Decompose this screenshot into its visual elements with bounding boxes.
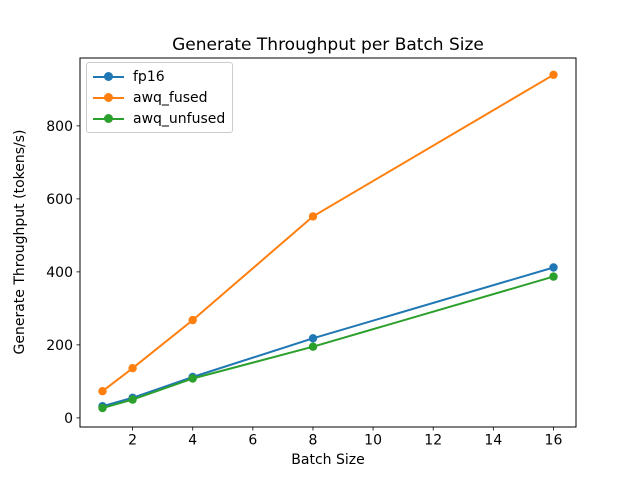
legend-item-awq-unfused: awq_unfused: [93, 108, 226, 129]
legend-item-fp16: fp16: [93, 66, 226, 87]
y-axis-label: Generate Throughput (tokens/s): [12, 129, 28, 355]
legend-item-awq-fused: awq_fused: [93, 87, 226, 108]
x-tick-label: 8: [309, 433, 318, 449]
legend-line-marker-icon: [93, 71, 124, 82]
chart-title: Generate Throughput per Batch Size: [172, 35, 484, 55]
data-point-awq_unfused: [128, 395, 137, 404]
series-line-awq_unfused: [102, 275, 554, 409]
legend: fp16 awq_fused awq_unfused: [86, 62, 233, 133]
legend-line-marker-icon: [93, 113, 124, 124]
data-point-awq_fused: [188, 315, 197, 325]
data-point-awq_unfused: [98, 403, 107, 413]
data-point-awq_fused: [128, 364, 137, 373]
x-tick-label: 2: [128, 433, 137, 449]
data-point-fp16: [308, 334, 318, 343]
axes-frame: [79, 57, 577, 428]
x-tick-label: 4: [188, 433, 197, 449]
data-point-awq_unfused: [308, 342, 318, 351]
y-tick-label: 800: [46, 119, 73, 135]
x-tick-label: 6: [248, 433, 257, 449]
data-point-awq_unfused: [549, 272, 558, 281]
y-tick-label: 400: [46, 265, 73, 281]
y-tick-label: 600: [46, 192, 73, 208]
x-tick-label: 12: [424, 433, 442, 449]
legend-label: awq_unfused: [133, 110, 226, 127]
legend-label: awq_fused: [133, 89, 208, 106]
legend-line-marker-icon: [93, 92, 124, 103]
data-point-awq_fused: [549, 70, 558, 80]
data-point-awq_unfused: [188, 374, 197, 383]
legend-label: fp16: [133, 68, 165, 85]
x-tick-label: 16: [545, 433, 563, 449]
data-point-fp16: [549, 263, 558, 272]
x-tick-label: 10: [364, 433, 382, 449]
data-point-awq_fused: [98, 387, 107, 396]
data-point-awq_fused: [308, 212, 318, 221]
x-axis-label: Batch Size: [291, 452, 365, 468]
y-tick-label: 200: [46, 338, 73, 354]
x-tick-label: 14: [484, 433, 502, 449]
y-tick-label: 0: [64, 411, 73, 427]
